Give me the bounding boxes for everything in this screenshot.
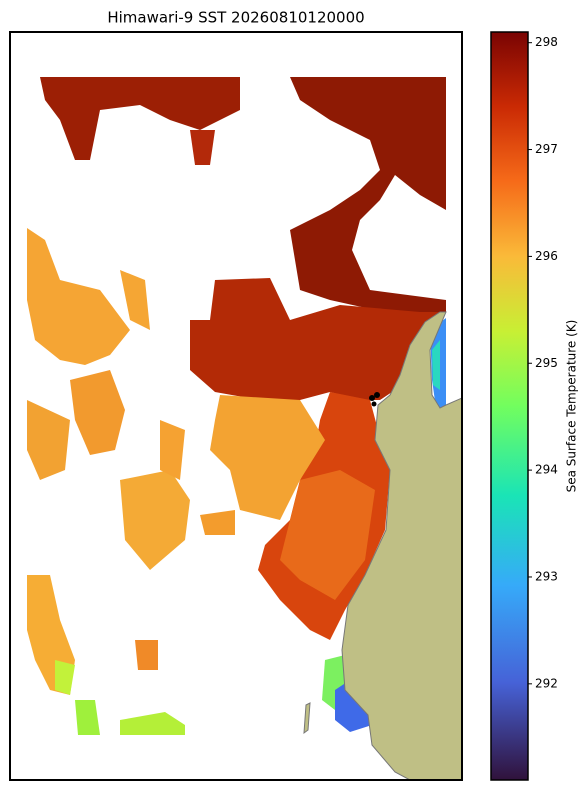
island [303, 702, 311, 735]
sst-patch [27, 400, 70, 480]
sst-patch [190, 130, 215, 165]
sst-patch [160, 420, 185, 480]
sst-patch [200, 510, 235, 535]
sst-patch [190, 278, 440, 400]
colorbar-tick-label: 298 [535, 35, 558, 49]
marker [371, 401, 377, 407]
colorbar-tick-label: 296 [535, 249, 558, 263]
sst-patch [120, 270, 150, 330]
sst-patch [432, 340, 440, 390]
marker [374, 392, 380, 398]
colorbar-tick-label: 295 [535, 356, 558, 370]
map-frame [9, 31, 463, 781]
colorbar-tick-label: 292 [535, 676, 558, 690]
sst-field [27, 77, 462, 780]
colorbar-tick-label: 294 [535, 463, 558, 477]
sst-patch [280, 470, 375, 600]
sst-patch [75, 700, 100, 735]
sst-patch [120, 712, 185, 735]
sst-patch [290, 77, 446, 320]
sst-patch [135, 640, 158, 670]
land [341, 311, 462, 780]
colorbar-label: Sea Surface Temperature (K) [565, 320, 579, 493]
colorbar-tick-label: 297 [535, 142, 558, 156]
colorbar [490, 31, 529, 781]
sst-patch [27, 228, 130, 365]
sst-patch [40, 77, 240, 160]
sst-patch [70, 370, 125, 455]
sst-patch [120, 470, 190, 570]
marker [369, 395, 375, 401]
colorbar-tick-label: 293 [535, 569, 558, 583]
map-title: Himawari-9 SST 20260810120000 [107, 9, 364, 27]
sst-patch [55, 660, 75, 695]
sst-patch [210, 395, 325, 520]
